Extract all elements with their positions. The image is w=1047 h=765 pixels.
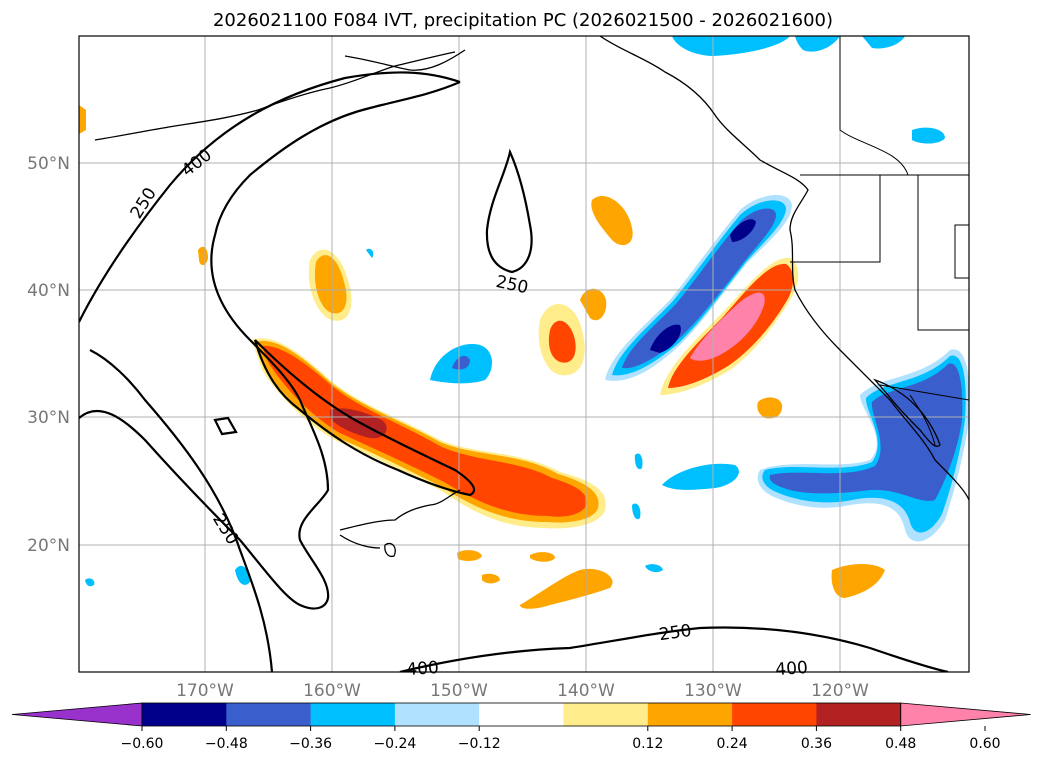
precip-west-coast-negative-core — [622, 208, 776, 369]
colorbar-extend-high — [900, 702, 1031, 727]
precip-southeast-negative-core — [769, 363, 963, 501]
colorbar-tick-label: 0.60 — [969, 736, 1000, 752]
lat-tick-label: 30°N — [27, 408, 70, 428]
colorbar-segment — [394, 703, 480, 726]
lon-tick-label: 150°W — [430, 681, 488, 701]
colorbar-segment — [310, 703, 396, 726]
precip-small-pos-5 — [520, 568, 613, 609]
map-background — [79, 36, 969, 672]
colorbar-tick-label: −0.60 — [121, 736, 164, 752]
lat-tick-label: 50°N — [27, 154, 70, 174]
colorbar-extend-low — [11, 702, 143, 727]
precip-small-pos-6 — [831, 564, 885, 598]
colorbar-segment — [732, 703, 817, 726]
precip-positive-band-core — [262, 345, 587, 517]
lat-tick-label: 20°N — [27, 536, 70, 556]
precip-small-neg-1-core — [452, 355, 470, 370]
colorbar-tick-label: 0.12 — [632, 736, 663, 752]
lon-tick-label: 130°W — [684, 681, 742, 701]
lat-tick-labels: 20°N 30°N 40°N 50°N — [27, 154, 70, 556]
grid-lines — [79, 36, 969, 672]
precip-pc-fill — [79, 36, 969, 609]
colorbar-segment — [479, 703, 564, 726]
colorbar-tick-label: −0.48 — [205, 736, 248, 752]
colorbar-segment — [226, 703, 312, 726]
precip-west-coast-positive-max — [690, 292, 765, 361]
map-area — [79, 36, 969, 672]
lon-tick-labels: 170°W 160°W 150°W 140°W 130°W 120°W — [176, 681, 869, 701]
colorbar-tick-label: −0.36 — [289, 736, 332, 752]
lon-tick-label: 120°W — [811, 681, 869, 701]
figure-title: 2026021100 F084 IVT, precipitation PC (2… — [213, 10, 833, 31]
precip-small-pos-2-core — [548, 320, 576, 363]
colorbar-segment — [647, 703, 733, 726]
precip-small-pos-1-core — [314, 255, 347, 314]
lon-tick-label: 160°W — [303, 681, 361, 701]
precip-small-pos-7 — [757, 397, 783, 419]
precip-positive-band-max — [330, 408, 387, 439]
colorbar-segment — [142, 703, 227, 726]
lon-tick-label: 140°W — [557, 681, 615, 701]
contour-label: 400 — [775, 658, 809, 680]
precip-small-pos-3 — [591, 196, 633, 246]
contour-label: 250 — [658, 621, 693, 645]
colorbar-segment — [563, 703, 649, 726]
colorbar-tick-label: −0.12 — [458, 736, 501, 752]
colorbar-tick-label: 0.36 — [801, 736, 832, 752]
precip-small-neg-3 — [672, 36, 945, 144]
precip-small-neg-2 — [662, 463, 739, 490]
lat-tick-label: 40°N — [27, 281, 70, 301]
ivt-contours — [79, 71, 949, 672]
precip-small-pos-8 — [457, 550, 555, 584]
colorbar-tick-label: 0.24 — [717, 736, 748, 752]
colorbar: −0.60 −0.48 −0.36 −0.24 −0.12 0.12 0.24 0.36 0.4… — [11, 702, 1031, 752]
contour-label: 400 — [406, 658, 440, 680]
lon-tick-label: 170°W — [176, 681, 234, 701]
colorbar-segment — [816, 703, 902, 726]
colorbar-tick-label: 0.48 — [885, 736, 916, 752]
precip-west-coast-negative-max — [650, 219, 756, 353]
precip-small-pos-4 — [580, 288, 607, 321]
political-borders — [790, 36, 969, 446]
colorbar-tick-label: −0.24 — [373, 736, 416, 752]
map-frame — [78, 35, 970, 673]
colorbar-frame — [141, 702, 902, 727]
